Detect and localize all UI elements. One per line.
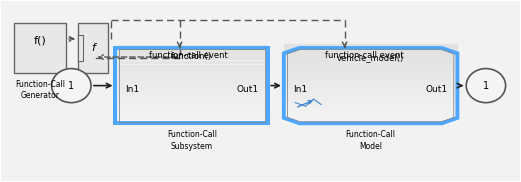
Text: Function-Call
Generator: Function-Call Generator (15, 80, 65, 100)
Text: Function-Call
Model: Function-Call Model (345, 130, 395, 151)
Bar (15, 23, 66, 73)
Text: $\it{f}$: $\it{f}$ (91, 41, 98, 53)
Ellipse shape (52, 69, 91, 103)
Bar (118, 92, 266, 95)
Bar (118, 49, 265, 122)
Bar (118, 88, 266, 91)
Text: function(): function() (171, 52, 213, 62)
Bar (118, 45, 266, 49)
Text: In1: In1 (293, 85, 307, 94)
Bar (118, 84, 266, 88)
Text: Out1: Out1 (426, 85, 448, 94)
Bar (118, 119, 266, 122)
Bar (118, 68, 266, 72)
Bar (118, 80, 266, 84)
Bar (118, 76, 266, 80)
Bar (118, 103, 266, 107)
Bar (78, 23, 108, 73)
Bar (115, 48, 268, 123)
Bar (118, 49, 266, 122)
Text: Out1: Out1 (237, 85, 259, 94)
Bar (118, 107, 266, 111)
Bar (78, 35, 83, 61)
Bar (118, 53, 266, 57)
Bar (118, 57, 266, 60)
Text: In1: In1 (125, 85, 139, 94)
Text: 1: 1 (483, 81, 489, 91)
Bar (118, 111, 266, 115)
Bar (118, 49, 266, 53)
Text: f(): f() (34, 35, 47, 46)
Text: vehicle_model(): vehicle_model() (337, 53, 404, 62)
Bar (118, 61, 266, 64)
Bar (118, 96, 266, 99)
Text: function-call event: function-call event (148, 51, 227, 60)
Text: Function-Call
Subsystem: Function-Call Subsystem (167, 130, 217, 151)
Bar (118, 99, 266, 103)
Bar (118, 115, 266, 118)
Ellipse shape (466, 69, 505, 103)
Bar (118, 72, 266, 76)
Bar (115, 48, 268, 123)
Text: 1: 1 (68, 81, 75, 91)
Text: function-call event: function-call event (325, 51, 404, 60)
Bar (118, 65, 266, 68)
